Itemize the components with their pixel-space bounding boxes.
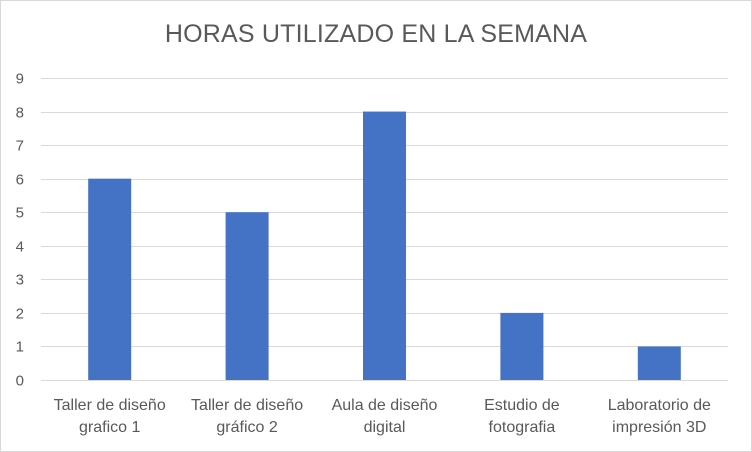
x-tick-label: impresión 3D [612, 419, 706, 436]
y-tick-label: 0 [16, 373, 24, 390]
x-tick-label: Laboratorio de [608, 397, 711, 414]
x-tick-label: grafico 1 [79, 419, 140, 436]
y-tick-label: 2 [16, 306, 24, 323]
bar [637, 346, 681, 380]
y-tick-label: 8 [16, 105, 24, 122]
x-tick-label: gráfico 2 [216, 419, 277, 436]
x-tick-label: digital [364, 419, 406, 436]
y-tick-label: 1 [16, 339, 24, 356]
bar [225, 212, 269, 380]
bar [500, 312, 544, 380]
chart-title: HORAS UTILIZADO EN LA SEMANA [164, 20, 588, 48]
y-tick-label: 3 [16, 272, 24, 289]
bar [363, 111, 406, 381]
y-tick-label: 9 [16, 71, 24, 88]
y-tick-label: 7 [16, 138, 24, 155]
x-tick-label: Aula de diseño [332, 397, 438, 414]
x-tick-label: fotografia [489, 419, 556, 436]
y-tick-label: 6 [16, 172, 24, 189]
y-tick-label: 5 [16, 205, 24, 222]
x-tick-label: Taller de diseño [191, 397, 303, 414]
x-tick-label: Estudio de [484, 397, 560, 414]
bar [88, 178, 132, 380]
y-tick-label: 4 [16, 239, 24, 256]
x-tick-label: Taller de diseño [54, 397, 166, 414]
